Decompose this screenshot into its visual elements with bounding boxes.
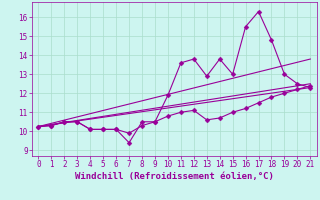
X-axis label: Windchill (Refroidissement éolien,°C): Windchill (Refroidissement éolien,°C) [75,172,274,181]
